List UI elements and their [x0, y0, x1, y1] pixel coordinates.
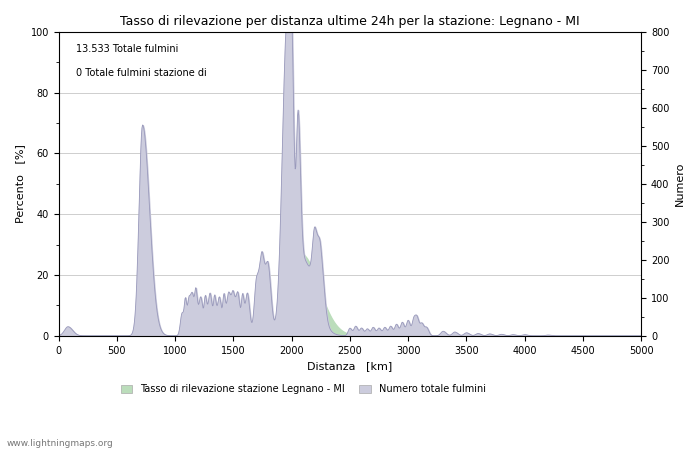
Text: 13.533 Totale fulmini: 13.533 Totale fulmini: [76, 44, 178, 54]
Title: Tasso di rilevazione per distanza ultime 24h per la stazione: Legnano - MI: Tasso di rilevazione per distanza ultime…: [120, 15, 580, 28]
Legend: Tasso di rilevazione stazione Legnano - MI, Numero totale fulmini: Tasso di rilevazione stazione Legnano - …: [117, 380, 490, 398]
Y-axis label: Numero: Numero: [675, 162, 685, 206]
Text: 0 Totale fulmini stazione di: 0 Totale fulmini stazione di: [76, 68, 207, 78]
Y-axis label: Percento   [%]: Percento [%]: [15, 144, 25, 223]
X-axis label: Distanza   [km]: Distanza [km]: [307, 361, 393, 371]
Text: www.lightningmaps.org: www.lightningmaps.org: [7, 439, 113, 448]
